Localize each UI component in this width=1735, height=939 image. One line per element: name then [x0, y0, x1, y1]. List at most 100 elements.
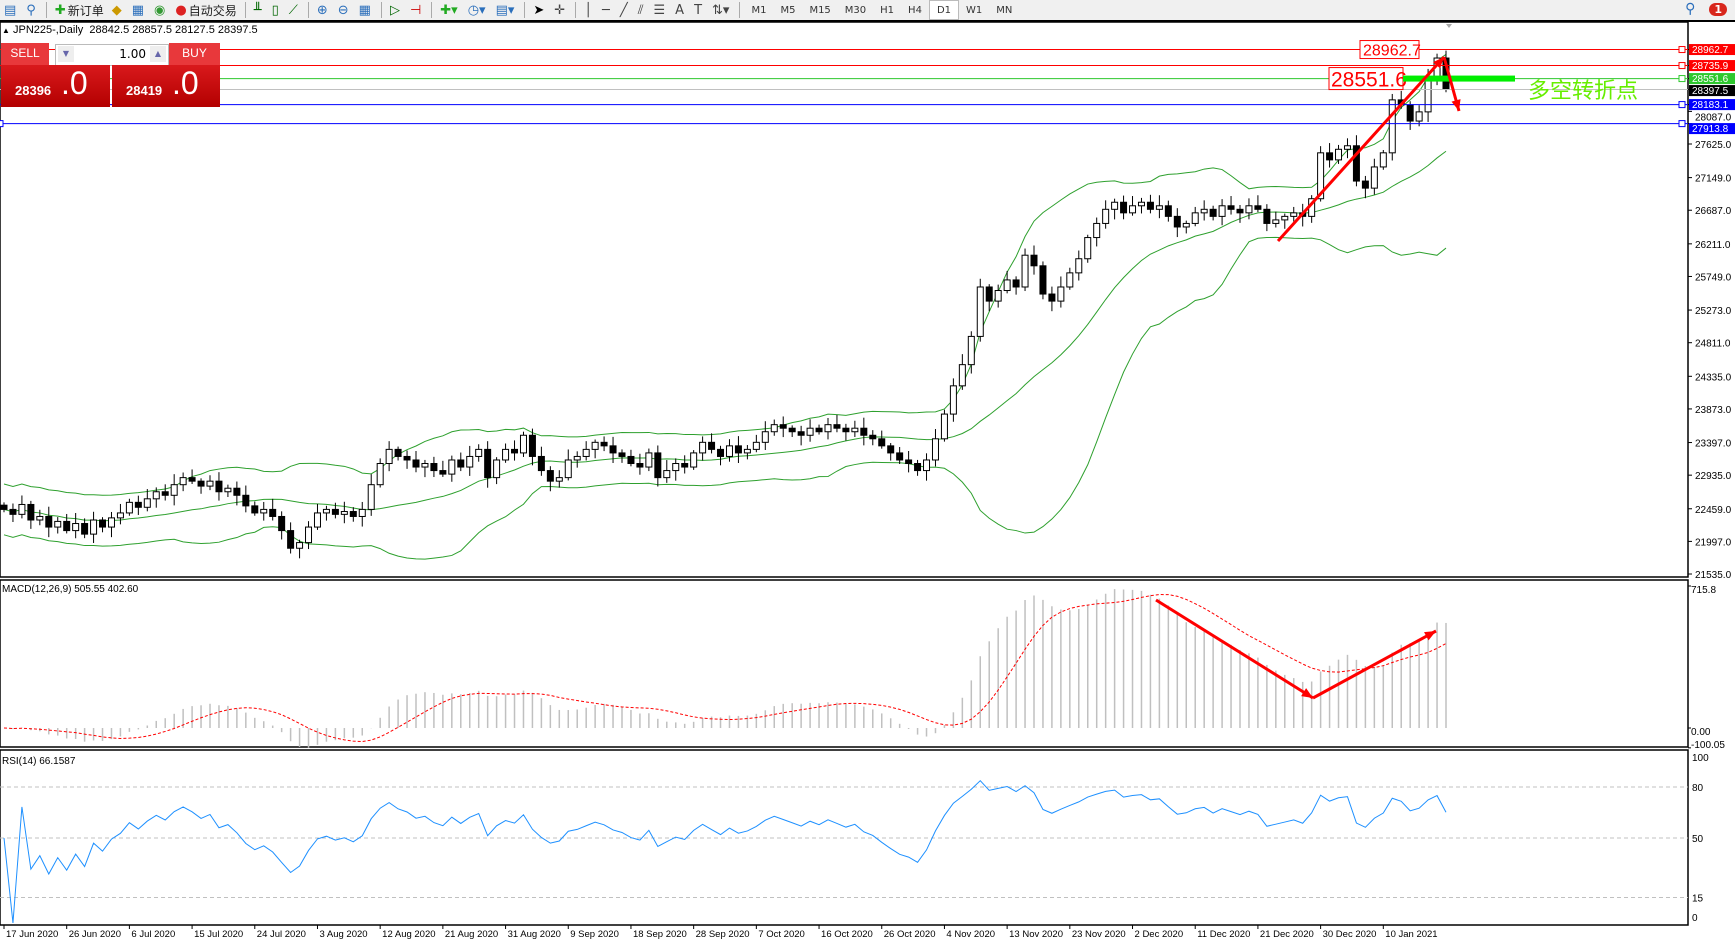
candle-body [860, 427, 868, 436]
history-button[interactable]: ▦ [128, 1, 150, 19]
candle [340, 501, 348, 524]
timeframe-d1[interactable]: D1 [928, 0, 959, 20]
candle [1218, 199, 1226, 226]
timeframe-m15[interactable]: M15 [809, 4, 831, 16]
candle [1003, 270, 1011, 294]
candle [1281, 213, 1289, 229]
candle-body [36, 515, 44, 521]
line-handle [1678, 101, 1686, 109]
candle-body [564, 459, 572, 479]
autoscroll-button[interactable]: ▷ [386, 1, 406, 19]
sell-button[interactable]: SELL [1, 43, 49, 65]
candle-body [511, 448, 519, 454]
zoom-in-button[interactable]: ⊕ [313, 1, 334, 19]
cursor-button[interactable]: ➤ [529, 1, 550, 19]
timeframe-h1[interactable]: H1 [880, 4, 895, 16]
candle [546, 466, 554, 492]
timeframe-mn[interactable]: MN [996, 4, 1013, 16]
candle [1057, 276, 1065, 308]
candle [627, 449, 635, 467]
candle [1048, 286, 1056, 312]
timeframe-m5[interactable]: M5 [780, 4, 796, 16]
date-label: 10 Jan 2021 [1385, 929, 1437, 939]
candle-body [45, 515, 53, 528]
new-order-button[interactable]: ✚ 新订单 [51, 1, 108, 19]
candle [1102, 200, 1110, 229]
buy-price[interactable]: 28419 .0 [112, 65, 220, 107]
crosshair-button[interactable]: ✛ [550, 1, 571, 19]
candle-body [188, 477, 196, 482]
bollinger-lower [3, 236, 1447, 560]
candle [242, 485, 250, 513]
channel-button[interactable]: ⫽ [634, 1, 650, 19]
text-label-button[interactable]: T [690, 1, 708, 19]
arrows-button[interactable]: ⇅▾ [708, 1, 735, 19]
fibonacci-button[interactable]: ☰ [650, 1, 672, 19]
toolbar: ▤ ⚲ ✚ 新订单 ◆ ▦ ◉ ● 自动交易 ╨ ▯ ⟋ ⊕ ⊖ ▦ ▷ ⊣ ✚▾ … [0, 0, 1735, 22]
horizontal-line-button[interactable]: ─ [598, 1, 616, 19]
candle-body [654, 452, 662, 479]
candle-body [0, 504, 8, 510]
candlestick-button[interactable]: ▯ [268, 1, 285, 19]
candle [466, 445, 474, 476]
macd-label: MACD(12,26,9) 505.55 402.60 [2, 584, 139, 595]
candle [511, 440, 519, 461]
templates-button[interactable]: ▤▾ [492, 1, 521, 19]
candle-body [1209, 208, 1217, 217]
periods-button[interactable]: ◷▾ [464, 1, 492, 19]
bar-chart-button[interactable]: ╨ [250, 1, 268, 19]
tile-windows-button[interactable]: ▦ [355, 1, 377, 19]
candle [573, 451, 581, 468]
candle [421, 459, 429, 478]
text-button[interactable]: A [671, 1, 690, 19]
candle [403, 450, 411, 469]
candle [734, 436, 742, 464]
notification-icon[interactable]: 1 [1709, 2, 1727, 16]
metaeditor-button[interactable]: ◆ [108, 1, 128, 19]
candle [1084, 234, 1092, 263]
trendline-button[interactable]: ╱ [616, 1, 634, 19]
macd-up-arrow-head-icon [1424, 631, 1436, 641]
candle-body [1379, 152, 1387, 168]
candle-body [1129, 205, 1137, 214]
pane-frame-1 [0, 579, 1689, 748]
book-icon: ◆ [111, 2, 122, 18]
navigator-button[interactable]: ⚲ [22, 1, 42, 19]
rsi-tick-label: 80 [1692, 783, 1704, 794]
market-watch-button[interactable]: ▤ [0, 1, 22, 19]
lot-decrease-button[interactable]: ▼ [58, 46, 74, 62]
zoom-out-button[interactable]: ⊖ [334, 1, 355, 19]
candle [905, 450, 913, 473]
line-chart-button[interactable]: ⟋ [285, 1, 304, 19]
timeframe-m30[interactable]: M30 [844, 4, 867, 16]
candle-body [1272, 219, 1280, 224]
auto-trading-button[interactable]: ● 自动交易 [171, 1, 240, 19]
timeframe-m1[interactable]: M1 [751, 4, 767, 16]
timeframe-w1[interactable]: W1 [966, 4, 983, 16]
signals-button[interactable]: ◉ [150, 1, 171, 19]
candle [107, 511, 115, 538]
candle-body [1012, 279, 1020, 288]
vertical-line-button[interactable]: │ [580, 1, 598, 19]
candle [1129, 196, 1137, 216]
autoscroll-icon: ▷ [389, 2, 400, 18]
sell-price[interactable]: 28396 .0 [1, 65, 110, 107]
collapse-arrow-icon[interactable]: ▲ [2, 26, 10, 35]
buy-button[interactable]: BUY [169, 43, 220, 65]
candle [457, 452, 465, 472]
chart-shift-button[interactable]: ⊣ [406, 1, 427, 19]
lot-value[interactable]: 1.00 [119, 47, 146, 61]
lot-size-input[interactable]: ▼ 1.00 ▲ [55, 44, 169, 66]
timeframe-h4[interactable]: H4 [908, 4, 922, 16]
rsi-tick-label: 50 [1692, 834, 1704, 845]
zoom-out-icon: ⊖ [337, 2, 349, 18]
date-label: 12 Aug 2020 [382, 929, 435, 939]
indicators-button[interactable]: ✚▾ [436, 1, 463, 19]
candle-body [1406, 104, 1414, 122]
candle-body [349, 511, 357, 517]
lot-increase-button[interactable]: ▲ [150, 46, 166, 62]
search-icon[interactable]: ⚲ [1685, 1, 1696, 17]
candle [125, 498, 133, 516]
candle [824, 417, 832, 440]
